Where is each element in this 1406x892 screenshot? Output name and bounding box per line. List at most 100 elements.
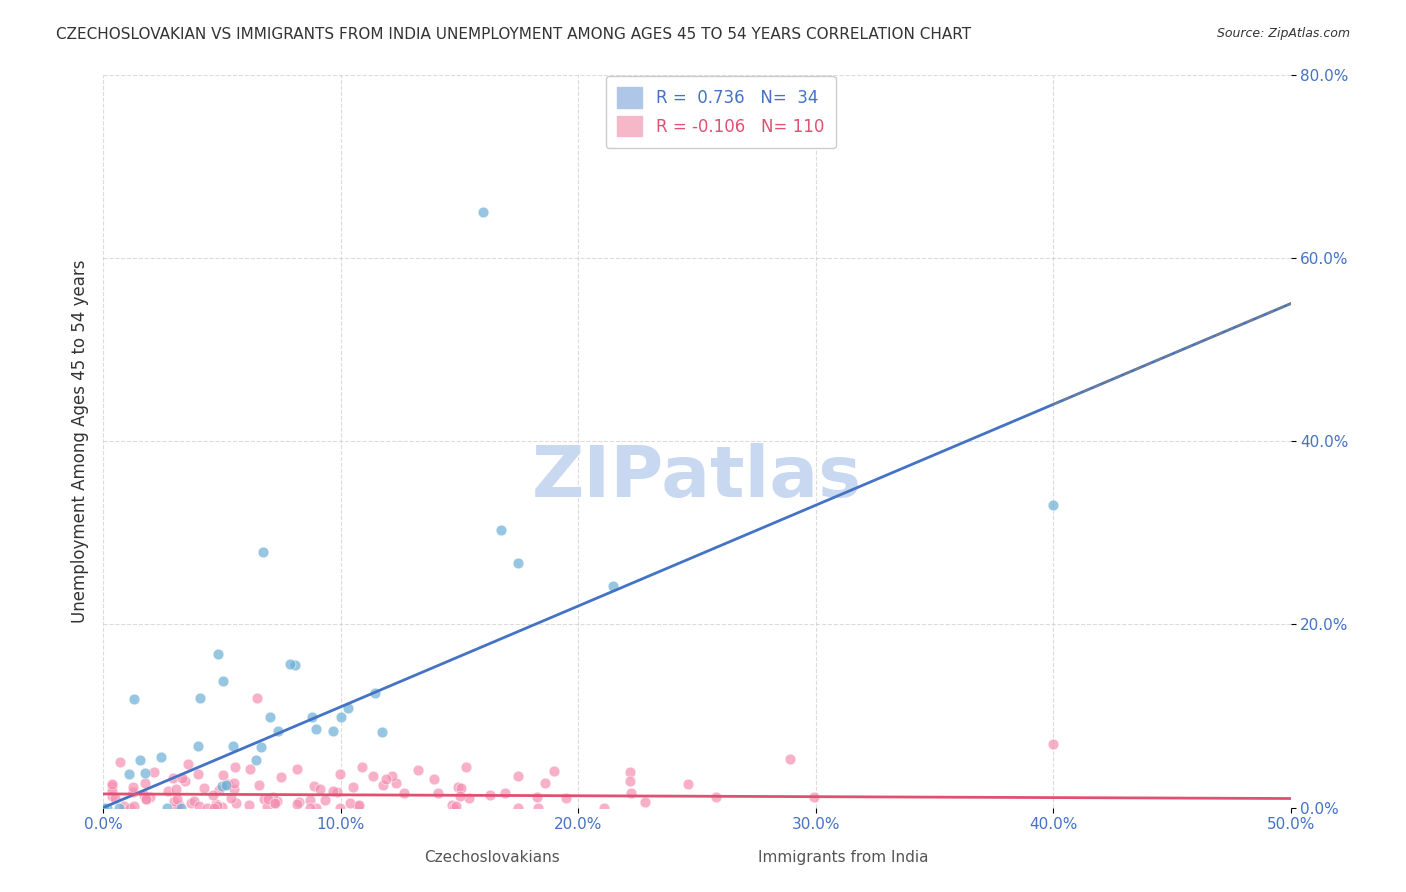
Point: [217, 777, 239, 791]
Point: [117, 766, 139, 780]
Point: [494, 786, 516, 800]
Point: [619, 764, 641, 779]
Point: [219, 790, 242, 805]
Point: [633, 795, 655, 809]
Point: [195, 800, 218, 814]
Point: [263, 796, 285, 810]
Point: [676, 777, 699, 791]
Point: [101, 780, 124, 794]
Point: [176, 757, 198, 772]
Point: [301, 710, 323, 724]
Point: [706, 789, 728, 804]
Point: [211, 674, 233, 689]
Point: [298, 800, 321, 814]
Point: [187, 739, 209, 754]
Point: [222, 782, 245, 797]
Point: [205, 797, 228, 811]
Point: [188, 690, 211, 705]
Point: [208, 782, 231, 797]
Point: [285, 797, 308, 811]
Point: [337, 701, 360, 715]
Point: [211, 799, 233, 814]
Point: [202, 788, 225, 802]
Point: [314, 793, 336, 807]
Point: [166, 799, 188, 814]
Point: [166, 792, 188, 806]
Point: [107, 800, 129, 814]
Point: [444, 799, 467, 814]
Point: [371, 779, 394, 793]
Point: [352, 759, 374, 773]
Point: [165, 782, 187, 797]
Point: [122, 799, 145, 814]
Point: [329, 767, 352, 781]
Point: [256, 800, 278, 814]
Point: [121, 785, 143, 799]
Point: [454, 760, 477, 774]
Point: [163, 794, 186, 808]
Point: [278, 657, 301, 672]
Point: [245, 753, 267, 767]
Point: [101, 789, 124, 803]
Point: [224, 760, 246, 774]
Point: [122, 692, 145, 706]
Point: [225, 796, 247, 810]
Point: [370, 725, 392, 739]
Legend: R =  0.736   N=  34, R = -0.106   N= 110: R = 0.736 N= 34, R = -0.106 N= 110: [606, 76, 835, 148]
Point: [207, 648, 229, 662]
Point: [128, 753, 150, 767]
Point: [302, 779, 325, 793]
Point: [305, 723, 328, 737]
Point: [270, 770, 292, 784]
Point: [246, 690, 269, 705]
Point: [441, 798, 464, 813]
Point: [779, 752, 801, 766]
Point: [329, 800, 352, 814]
Point: [139, 789, 162, 804]
Text: Immigrants from India: Immigrants from India: [758, 850, 929, 865]
Point: [135, 791, 157, 805]
Point: [322, 784, 344, 798]
Point: [162, 771, 184, 785]
Point: [135, 792, 157, 806]
Point: [252, 544, 274, 558]
Point: [555, 791, 578, 805]
Point: [329, 710, 352, 724]
Point: [299, 793, 322, 807]
Point: [132, 788, 155, 802]
Point: [202, 800, 225, 814]
Point: [326, 785, 349, 799]
Text: Source: ZipAtlas.com: Source: ZipAtlas.com: [1216, 27, 1350, 40]
Point: [602, 579, 624, 593]
Point: [267, 723, 290, 738]
Point: [134, 765, 156, 780]
Point: [157, 784, 180, 798]
Point: [458, 791, 481, 805]
Point: [249, 739, 271, 754]
Point: [112, 799, 135, 814]
Point: [187, 767, 209, 781]
Point: [211, 768, 233, 782]
Point: [380, 769, 402, 783]
Point: [134, 776, 156, 790]
Text: Czechoslovakians: Czechoslovakians: [425, 850, 560, 865]
Point: [121, 780, 143, 795]
Text: ZIPatlas: ZIPatlas: [531, 443, 862, 512]
Point: [342, 780, 364, 795]
Point: [384, 776, 406, 790]
Point: [449, 789, 471, 803]
Point: [174, 773, 197, 788]
Point: [180, 796, 202, 810]
Point: [1042, 498, 1064, 512]
Point: [305, 800, 328, 814]
Point: [620, 785, 643, 799]
Point: [262, 790, 284, 805]
Point: [253, 792, 276, 806]
Point: [183, 794, 205, 808]
Point: [308, 782, 330, 797]
Point: [188, 799, 211, 814]
Point: [339, 796, 361, 810]
Point: [170, 800, 193, 814]
Point: [167, 797, 190, 812]
Point: [422, 772, 444, 786]
